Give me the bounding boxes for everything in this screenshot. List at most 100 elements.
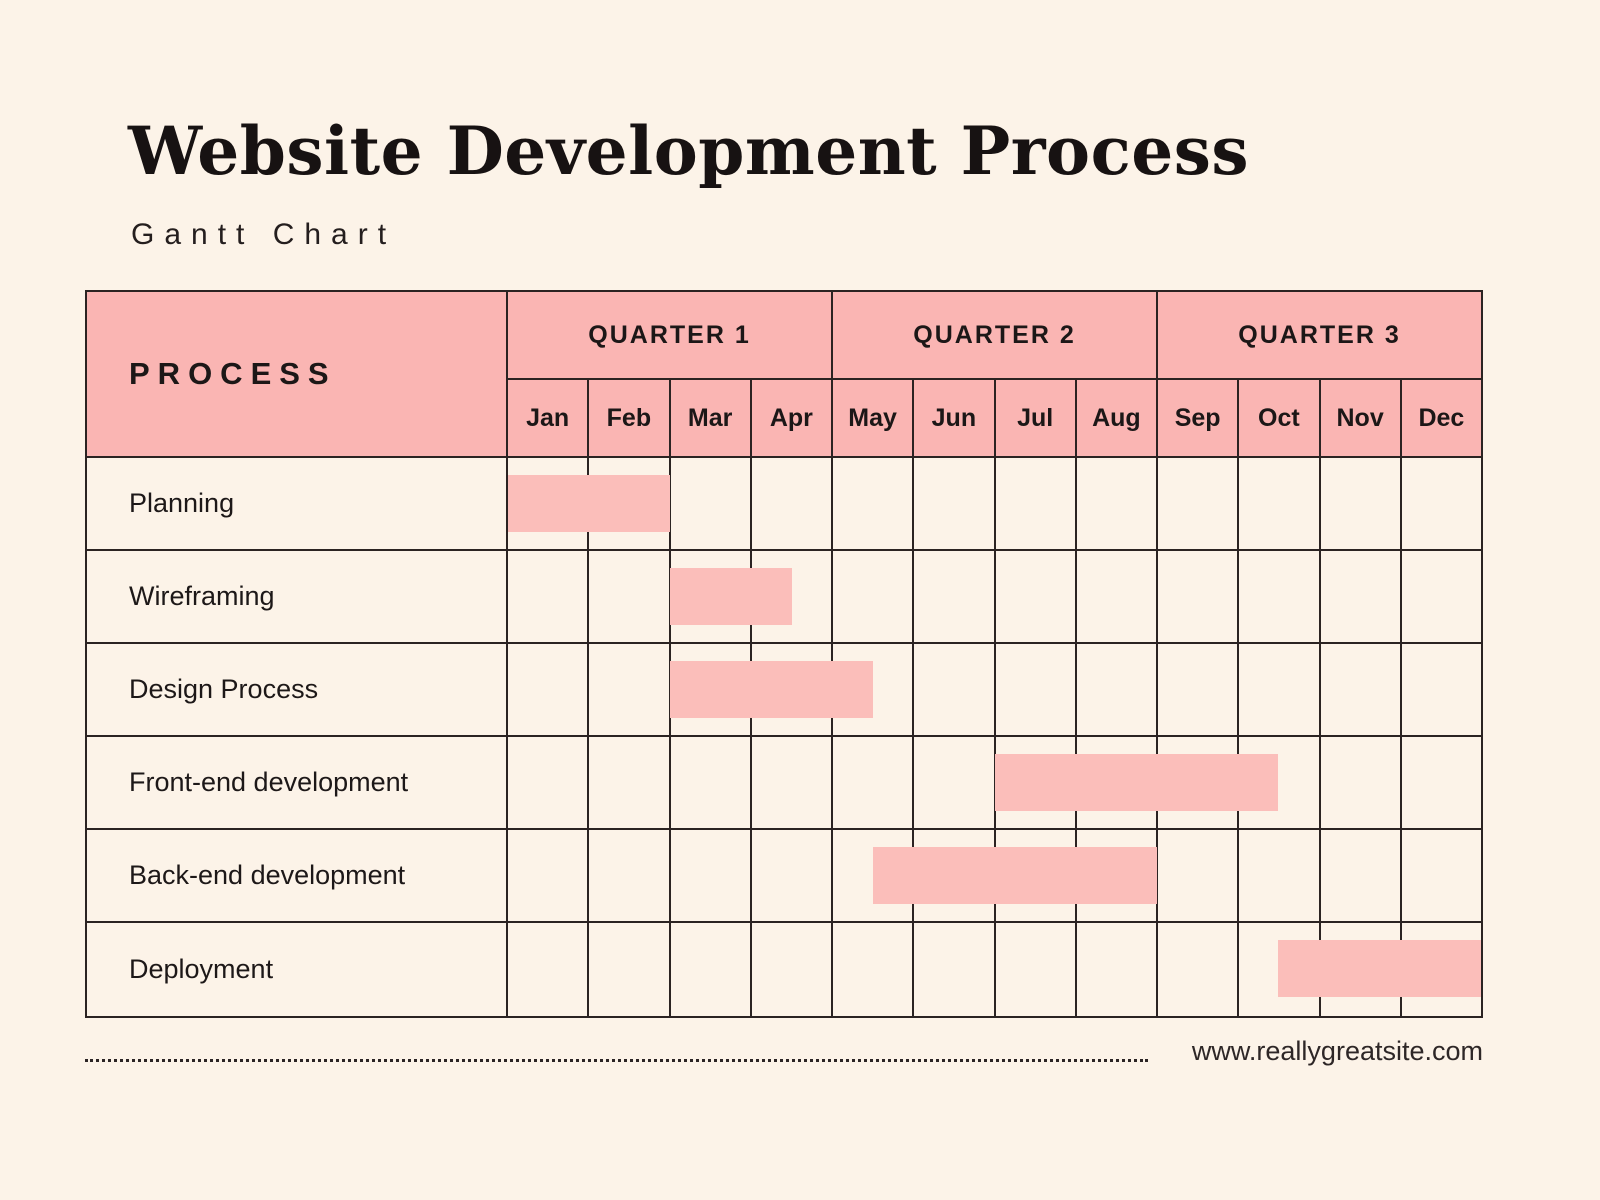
grid-cell [831,551,912,642]
task-timeline [508,644,1481,735]
month-header-mar: Mar [668,380,750,456]
grid-cell [587,830,668,921]
grid-cell [1399,551,1481,642]
quarter-header-1: QUARTER 1 [588,320,751,349]
grid-cell [1156,830,1237,921]
grid-cell [668,737,750,828]
page-subtitle: Gantt Chart [131,218,397,251]
grid-cell [912,551,993,642]
grid-cell [587,737,668,828]
task-bar [670,661,873,718]
grid-cell [1318,458,1400,549]
grid-cell [508,737,587,828]
task-row: Design Process [87,644,1481,737]
grid-cell [587,923,668,1016]
grid-cell [1399,458,1481,549]
grid-cell [1237,458,1318,549]
grid-cell [508,830,587,921]
grid-cell [1237,551,1318,642]
grid-cell [1074,644,1156,735]
grid-cell [1074,923,1156,1016]
grid-cell [1318,644,1400,735]
time-axis-header: QUARTER 1 QUARTER 2 QUARTER 3 Jan Feb Mar Apr… [508,292,1481,456]
grid-cell [668,830,750,921]
grid-cell [1399,737,1481,828]
grid-cell [1399,644,1481,735]
month-header-aug: Aug [1074,380,1156,456]
task-row: Wireframing [87,551,1481,644]
grid-cell [1156,923,1237,1016]
month-header-nov: Nov [1318,380,1400,456]
grid-cell [993,644,1075,735]
month-header-jul: Jul [993,380,1075,456]
month-header-jun: Jun [912,380,993,456]
grid-cell [668,458,750,549]
grid-cell [587,551,668,642]
grid-cell [1237,923,1318,1016]
quarter-header-2: QUARTER 2 [831,292,1156,378]
task-timeline [508,737,1481,828]
grid-cell [749,830,831,921]
footer-url: www.reallygreatsite.com [1191,1036,1483,1066]
task-label: Back-end development [87,830,508,921]
grid-cell [508,644,587,735]
task-row: Deployment [87,923,1481,1016]
grid-cell [1074,551,1156,642]
month-header-jan: Jan [526,403,570,432]
grid-cell [749,458,831,549]
grid-cell [831,737,912,828]
grid-cell [993,551,1075,642]
task-label: Front-end development [87,737,508,828]
grid-cell [831,923,912,1016]
task-rows: Planning Wireframing Design Process Front-e… [87,458,1481,1016]
task-label: Design Process [87,644,508,735]
grid-cell [912,923,993,1016]
month-header-dec: Dec [1399,380,1481,456]
grid-cell [912,644,993,735]
grid-cell [831,458,912,549]
grid-cell [1237,830,1318,921]
task-label: Planning [87,458,508,549]
grid-cell [993,923,1075,1016]
grid-cell [1237,644,1318,735]
month-header-feb: Feb [587,380,668,456]
grid-cell [912,737,993,828]
month-header-apr: Apr [749,380,831,456]
grid-cell [749,737,831,828]
task-timeline [508,830,1481,921]
task-label: Deployment [87,923,508,1016]
month-header-oct: Oct [1237,380,1318,456]
grid-cell [668,551,750,642]
gantt-header: PROCESS QUARTER 1 QUARTER 2 QUARTER 3 Jan F… [87,292,1481,458]
task-bar [1278,940,1481,997]
task-bar [994,754,1279,811]
task-bar [508,475,671,532]
grid-cell [993,458,1075,549]
task-row: Planning [87,458,1481,551]
grid-cell [1318,737,1400,828]
task-timeline [508,458,1481,549]
grid-cell [508,923,587,1016]
process-column-header: PROCESS [87,292,508,456]
grid-cell [1318,830,1400,921]
task-timeline [508,923,1481,1016]
task-bar [670,568,792,625]
grid-cell [668,644,750,735]
grid-cell [1318,551,1400,642]
quarter-header-row: QUARTER 1 QUARTER 2 QUARTER 3 [508,292,1481,380]
task-label: Wireframing [87,551,508,642]
gantt-chart: PROCESS QUARTER 1 QUARTER 2 QUARTER 3 Jan F… [85,290,1483,1018]
grid-cell [831,830,912,921]
task-bar [872,847,1157,904]
month-header-row: Jan Feb Mar Apr May Jun Jul Aug Sep Oct Nov Dec [508,380,1481,456]
grid-cell [912,458,993,549]
grid-cell [587,644,668,735]
quarter-header-3: QUARTER 3 [1156,292,1481,378]
task-row: Front-end development [87,737,1481,830]
grid-cell [668,923,750,1016]
grid-cell [1399,830,1481,921]
task-row: Back-end development [87,830,1481,923]
footer-dotted-divider [85,1059,1148,1062]
task-timeline [508,551,1481,642]
